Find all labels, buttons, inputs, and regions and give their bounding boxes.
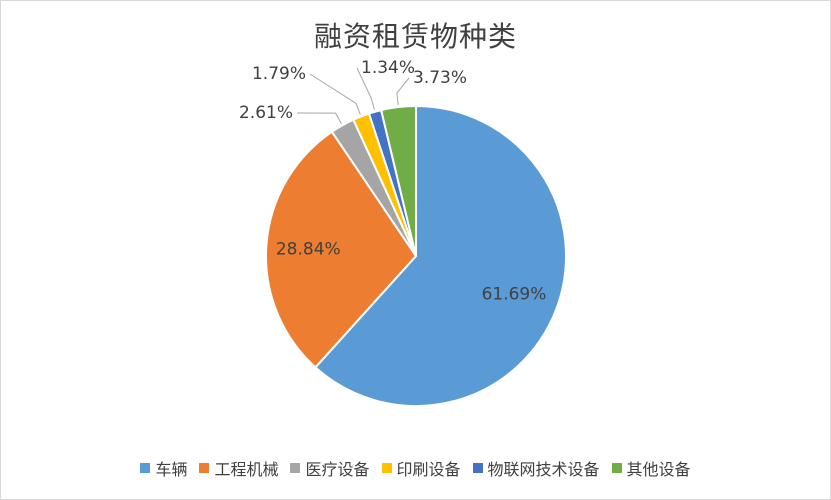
legend-swatch-5	[611, 463, 622, 473]
leader-line-4	[356, 67, 375, 110]
slice-label-2: 2.61%	[239, 103, 293, 123]
slice-label-0: 61.69%	[482, 285, 547, 305]
legend-item-0: 车辆	[140, 456, 187, 480]
legend-item-4: 物联网技术设备	[472, 456, 600, 480]
slice-label-4: 1.34%	[361, 58, 415, 78]
legend-item-2: 医疗设备	[290, 456, 370, 480]
legend: 车辆 工程机械 医疗设备 印刷设备 物联网技术设备 其他设备	[1, 456, 830, 480]
leader-line-3	[309, 73, 361, 115]
slice-label-3: 1.79%	[252, 64, 306, 84]
chart-title: 融资租赁物种类	[313, 20, 517, 53]
legend-label-2: 医疗设备	[305, 460, 370, 479]
pie-slice-0	[314, 104, 567, 407]
pie-slice-1	[265, 130, 418, 369]
legend-item-1: 工程机械	[199, 456, 278, 480]
slice-label-1: 28.84%	[276, 239, 341, 259]
pie-slice-5	[379, 104, 417, 257]
leader-line-5	[396, 77, 410, 106]
legend-label-4: 物联网技术设备	[487, 460, 600, 479]
legend-item-3: 印刷设备	[381, 456, 461, 480]
legend-swatch-3	[381, 463, 392, 473]
legend-swatch-2	[290, 463, 301, 473]
leader-line-2	[296, 112, 342, 124]
slice-label-5: 3.73%	[413, 68, 467, 88]
legend-label-0: 车辆	[155, 460, 188, 479]
legend-swatch-4	[472, 463, 483, 473]
legend-item-5: 其他设备	[611, 456, 691, 480]
legend-label-1: 工程机械	[214, 460, 279, 479]
legend-swatch-1	[199, 463, 210, 473]
legend-swatch-0	[140, 463, 151, 473]
legend-label-5: 其他设备	[626, 460, 691, 479]
legend-label-3: 印刷设备	[396, 460, 461, 479]
